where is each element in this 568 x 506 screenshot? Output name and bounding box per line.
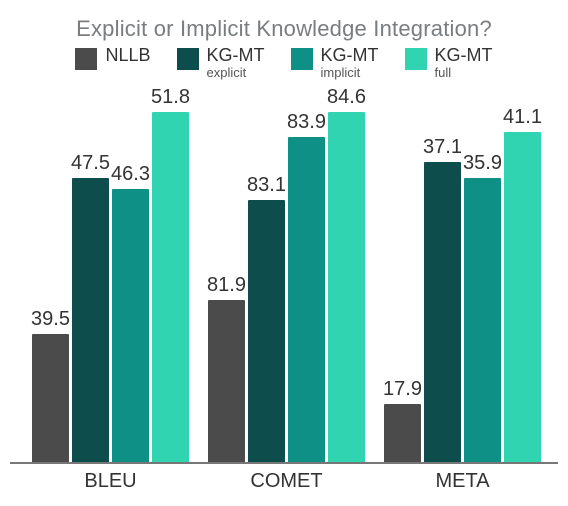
legend-item-nllb: NLLB bbox=[75, 46, 150, 80]
legend-label: KG-MT bbox=[207, 46, 265, 66]
bar-value-label: 81.9 bbox=[207, 274, 246, 297]
bar-comet-explicit: 83.1 bbox=[248, 200, 285, 462]
bar-value-label: 46.3 bbox=[111, 163, 150, 186]
plot-area: 39.547.546.351.881.983.183.984.617.937.1… bbox=[10, 90, 558, 464]
legend-label: KG-MT bbox=[435, 46, 493, 66]
category-label-comet: COMET bbox=[250, 470, 322, 493]
legend-text-implicit: KG-MTimplicit bbox=[321, 46, 379, 80]
bar-value-label: 37.1 bbox=[423, 136, 462, 159]
bar-meta-nllb: 17.9 bbox=[384, 404, 421, 462]
legend-swatch-full bbox=[405, 48, 427, 70]
legend: NLLBKG-MTexplicitKG-MTimplicitKG-MTfull bbox=[10, 46, 558, 80]
legend-label: NLLB bbox=[105, 46, 150, 66]
bar-bleu-full: 51.8 bbox=[152, 112, 189, 462]
legend-swatch-nllb bbox=[75, 48, 97, 70]
bar-comet-nllb: 81.9 bbox=[208, 300, 245, 462]
legend-label: KG-MT bbox=[321, 46, 379, 66]
bar-bleu-explicit: 47.5 bbox=[72, 178, 109, 462]
bar-bleu-nllb: 39.5 bbox=[32, 334, 69, 462]
bar-value-label: 39.5 bbox=[31, 308, 70, 331]
legend-text-explicit: KG-MTexplicit bbox=[207, 46, 265, 80]
bar-value-label: 83.1 bbox=[247, 174, 286, 197]
bar-comet-implicit: 83.9 bbox=[288, 137, 325, 462]
category-label-bleu: BLEU bbox=[84, 470, 136, 493]
bar-meta-full: 41.1 bbox=[504, 132, 541, 462]
legend-item-implicit: KG-MTimplicit bbox=[291, 46, 379, 80]
bar-bleu-implicit: 46.3 bbox=[112, 189, 149, 462]
bar-value-label: 47.5 bbox=[71, 152, 110, 175]
bar-group-bleu: 39.547.546.351.8 bbox=[32, 112, 189, 462]
legend-item-explicit: KG-MTexplicit bbox=[177, 46, 265, 80]
category-label-meta: META bbox=[435, 470, 489, 493]
bar-comet-full: 84.6 bbox=[328, 112, 365, 462]
bar-value-label: 51.8 bbox=[151, 86, 190, 109]
bar-group-meta: 17.937.135.941.1 bbox=[384, 132, 541, 462]
legend-text-nllb: NLLB bbox=[105, 46, 150, 66]
category-axis: BLEU COMET META bbox=[10, 464, 558, 498]
bar-value-label: 83.9 bbox=[287, 111, 326, 134]
bar-meta-implicit: 35.9 bbox=[464, 178, 501, 462]
legend-swatch-implicit bbox=[291, 48, 313, 70]
bar-value-label: 41.1 bbox=[503, 106, 542, 129]
bar-chart: Explicit or Implicit Knowledge Integrati… bbox=[0, 0, 568, 506]
legend-swatch-explicit bbox=[177, 48, 199, 70]
legend-sublabel: implicit bbox=[321, 66, 379, 80]
bar-meta-explicit: 37.1 bbox=[424, 162, 461, 462]
bar-value-label: 35.9 bbox=[463, 152, 502, 175]
legend-sublabel: full bbox=[435, 66, 493, 80]
legend-item-full: KG-MTfull bbox=[405, 46, 493, 80]
bar-value-label: 17.9 bbox=[383, 378, 422, 401]
legend-sublabel: explicit bbox=[207, 66, 265, 80]
bar-group-comet: 81.983.183.984.6 bbox=[208, 112, 365, 462]
legend-text-full: KG-MTfull bbox=[435, 46, 493, 80]
bar-value-label: 84.6 bbox=[327, 86, 366, 109]
chart-title: Explicit or Implicit Knowledge Integrati… bbox=[10, 16, 558, 42]
